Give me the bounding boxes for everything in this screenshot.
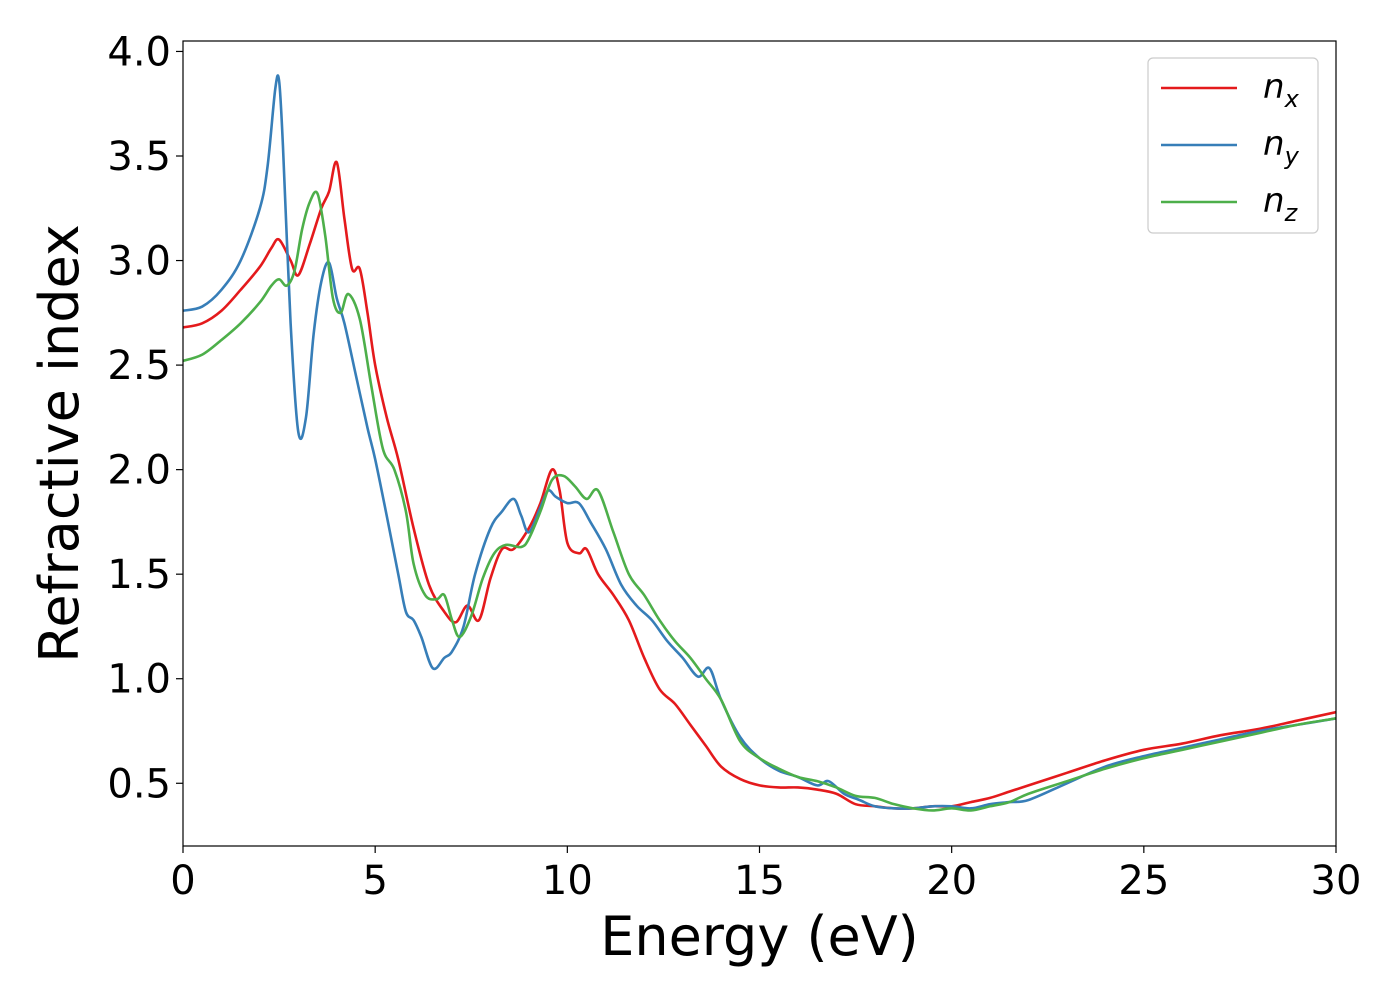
y-tick-label: 4.0 — [107, 29, 171, 75]
y-tick-label: 1.5 — [107, 552, 171, 598]
x-tick-label: 20 — [926, 858, 977, 904]
y-tick-label: 2.5 — [107, 343, 171, 389]
series-line-y — [183, 74, 1336, 810]
y-tick-label: 2.0 — [107, 448, 171, 494]
y-tick-label: 1.0 — [107, 657, 171, 703]
y-tick-label: 3.0 — [107, 239, 171, 285]
y-tick-label: 0.5 — [107, 761, 171, 807]
x-tick-label: 0 — [170, 858, 195, 904]
series-layer — [183, 74, 1336, 812]
x-tick-label: 5 — [362, 858, 387, 904]
series-line-z — [183, 190, 1336, 812]
x-tick-label: 30 — [1311, 858, 1362, 904]
x-axis-title: Energy (eV) — [600, 905, 919, 968]
x-tick-label: 10 — [542, 858, 593, 904]
x-tick-label: 15 — [734, 858, 785, 904]
x-axis-ticks: 0 5 10 15 20 25 30 — [170, 846, 1361, 904]
x-tick-label: 25 — [1118, 858, 1169, 904]
series-line-x — [183, 160, 1336, 810]
y-axis-title: Refractive index — [28, 224, 91, 663]
y-tick-label: 3.5 — [107, 134, 171, 180]
y-axis-ticks: 0.5 1.0 1.5 2.0 2.5 3.0 3.5 4.0 — [107, 29, 183, 807]
